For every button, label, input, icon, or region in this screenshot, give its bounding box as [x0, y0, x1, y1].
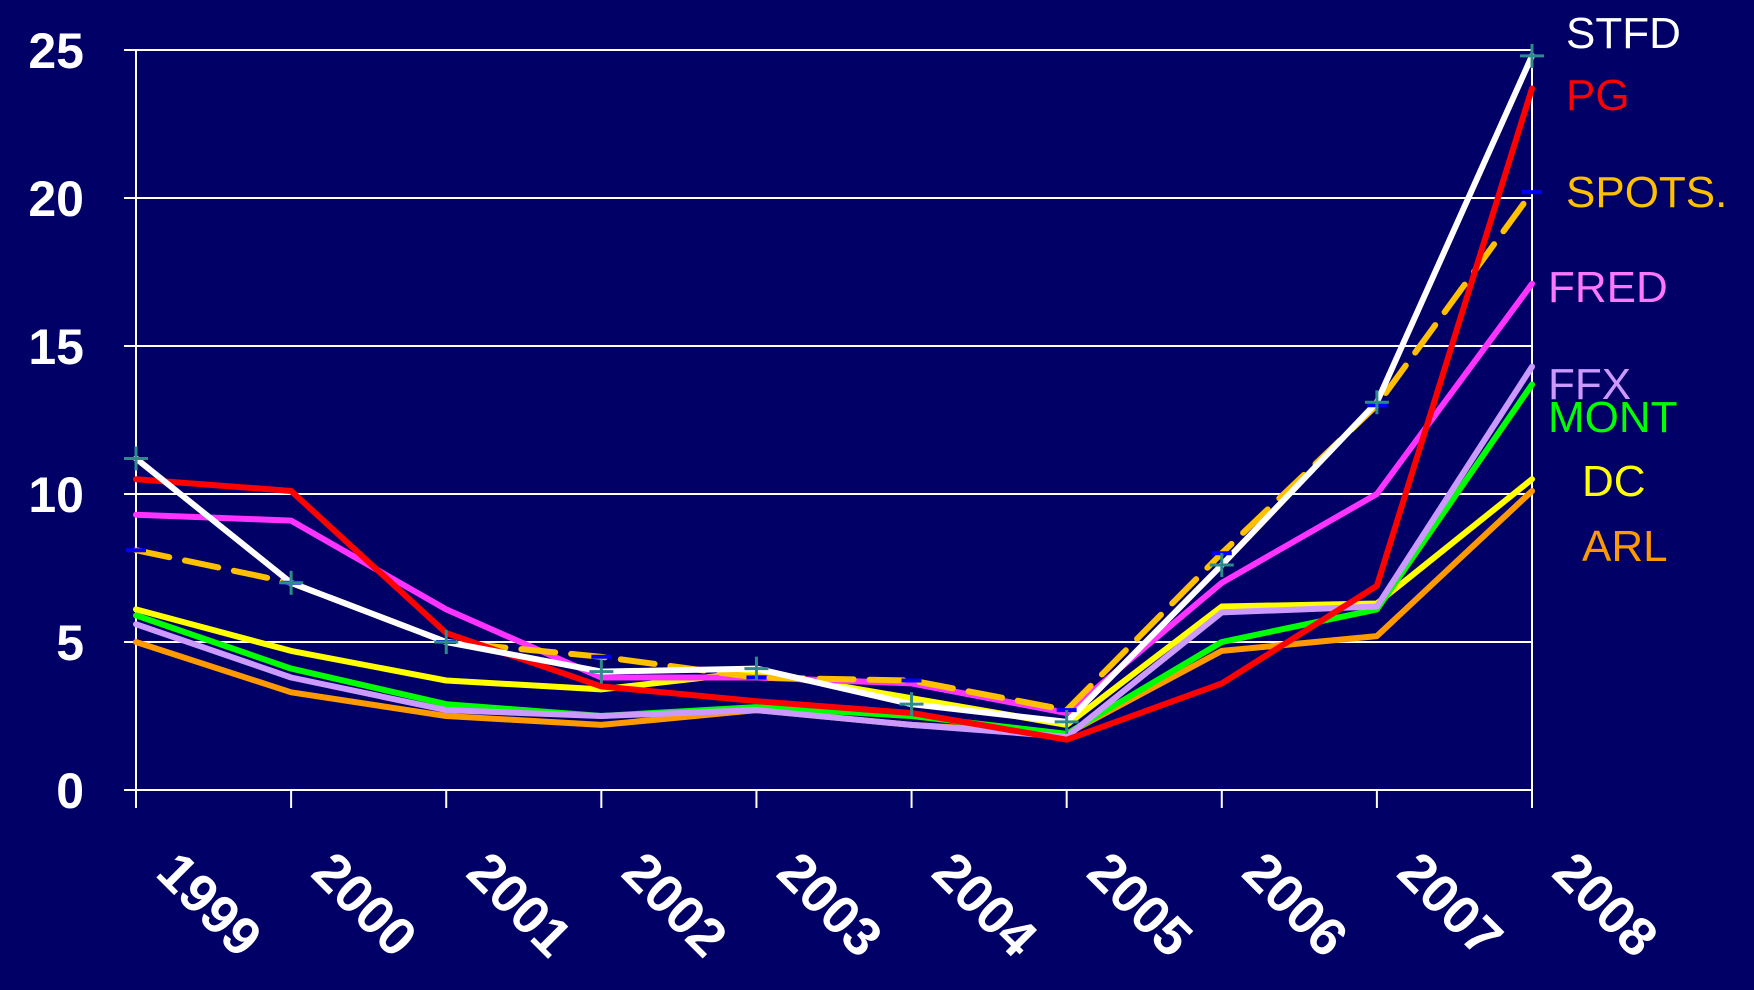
y-tick-label: 15	[28, 319, 84, 375]
legend-label-arl: ARL	[1582, 522, 1668, 571]
x-tick-label: 2000	[301, 841, 428, 968]
legend-label-fred: FRED	[1548, 263, 1668, 312]
data-point-marker	[589, 659, 614, 684]
x-tick-label: 2007	[1386, 841, 1513, 968]
y-tick-label: 25	[28, 23, 84, 79]
data-point-marker	[1364, 390, 1389, 415]
data-point-marker	[279, 570, 304, 595]
series-line-stfd	[133, 52, 1535, 725]
series-line-pg	[133, 85, 1535, 743]
x-tick-label: 2003	[766, 841, 893, 968]
series-line-fred	[133, 280, 1535, 716]
series-lines	[133, 52, 1535, 743]
y-tick-label: 10	[28, 467, 84, 523]
legend-label-ffx: FFX	[1548, 360, 1631, 409]
x-tick-label: 2001	[456, 841, 583, 968]
data-point-marker	[744, 656, 769, 681]
y-tick-label: 0	[56, 763, 84, 819]
series-line-spots	[133, 189, 1535, 714]
legend-label-spots: SPOTS.	[1566, 168, 1727, 217]
y-axis-ticks: 0 5 10 15 20 25	[28, 23, 84, 819]
y-tick-label: 20	[28, 171, 84, 227]
legend-label-stfd: STFD	[1566, 9, 1681, 58]
x-tick-label: 2006	[1231, 841, 1358, 968]
y-tick-label: 5	[56, 615, 84, 671]
data-point-marker	[1054, 709, 1079, 734]
axes	[124, 49, 1533, 808]
x-tick-label: 2004	[921, 841, 1048, 968]
data-point-marker	[1209, 553, 1234, 578]
x-tick-label: 2002	[611, 841, 738, 968]
legend-label-pg: PG	[1566, 71, 1630, 120]
series-line-ffx	[133, 363, 1535, 740]
x-tick-label: 1999	[146, 841, 273, 968]
data-point-marker	[124, 446, 148, 471]
data-point-marker	[899, 692, 924, 717]
legend-label-dc: DC	[1582, 457, 1646, 506]
data-point-marker	[1520, 43, 1544, 68]
series-markers	[124, 43, 1544, 734]
x-tick-label: 2008	[1542, 841, 1669, 968]
data-point-marker	[434, 630, 459, 654]
x-tick-label: 2005	[1076, 841, 1203, 968]
series-line-mont	[133, 381, 1535, 737]
legend-label-mont: MONT	[1548, 393, 1678, 442]
x-axis-ticks: 1999 2000 2001 2002 2003 2004 2005 2006 2007 2008	[146, 841, 1669, 968]
